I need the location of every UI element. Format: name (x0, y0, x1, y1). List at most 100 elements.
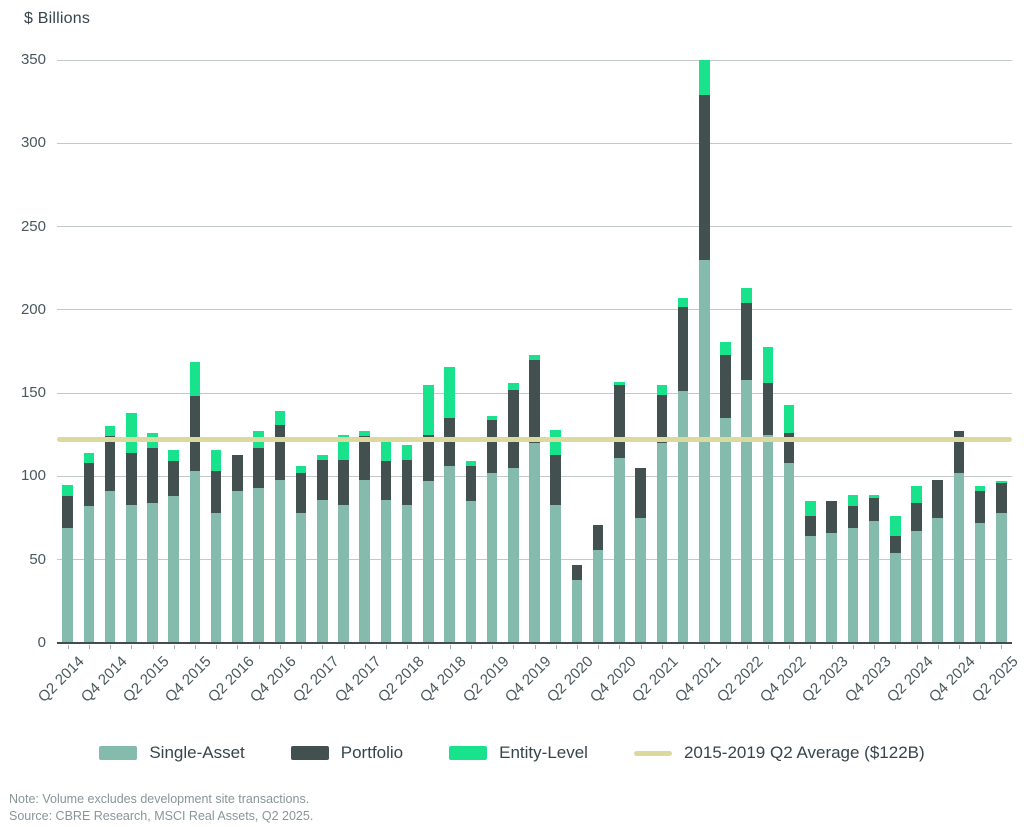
bar-segment-entity-level (614, 381, 625, 385)
x-axis-tick-label: Q2 2018 (374, 653, 428, 706)
x-axis-tick (279, 645, 281, 649)
bar-segment-single-asset (380, 499, 392, 643)
bar-segment-single-asset (529, 443, 540, 643)
bar-segment-single-asset (253, 488, 264, 643)
x-axis-tick-label: Q4 2019 (501, 653, 555, 706)
bar-segment-single-asset (720, 418, 731, 643)
x-axis-tick (194, 645, 196, 649)
chart-title: $ Billions (24, 10, 91, 27)
bar-segment-portfolio (932, 479, 943, 519)
x-axis-tick (67, 645, 69, 649)
bar-segment-single-asset (783, 463, 795, 643)
bar-segment-portfolio (635, 468, 646, 519)
y-axis-tick-label: 100 (20, 467, 46, 485)
x-axis-tick (852, 645, 854, 649)
x-axis-tick (789, 645, 791, 649)
bar-segment-portfolio (62, 496, 73, 529)
bar-segment-portfolio (826, 501, 837, 534)
bar-segment-single-asset (465, 501, 477, 643)
legend: Single-Asset Portfolio Entity-Level 2015-20… (0, 743, 1024, 763)
bar-segment-single-asset (508, 468, 519, 643)
bar-segment-entity-level (529, 354, 540, 360)
gridline (57, 309, 1012, 311)
legend-item-entity-level: Entity-Level (449, 743, 588, 763)
bar-segment-entity-level (550, 429, 561, 455)
bar-segment-single-asset (932, 518, 943, 643)
x-axis-tick-label: Q2 2023 (798, 653, 852, 706)
bar-segment-single-asset (677, 391, 689, 643)
gridline (57, 226, 1012, 228)
bar-segment-portfolio (104, 436, 116, 492)
bar-segment-entity-level (699, 60, 710, 95)
x-axis-tick-label: Q2 2021 (629, 653, 682, 706)
bar-segment-portfolio (295, 473, 307, 514)
bar-segment-single-asset (868, 521, 880, 643)
bar-segment-entity-level (805, 501, 816, 517)
bar-segment-portfolio (847, 506, 859, 529)
bar-segment-entity-level (465, 461, 477, 467)
bar-segment-single-asset (741, 379, 752, 643)
bar-segment-entity-level (762, 346, 774, 384)
bar-segment-entity-level (295, 466, 307, 474)
x-axis-tick-label: Q4 2018 (416, 653, 470, 706)
bar-segment-entity-level (974, 486, 986, 492)
bar-segment-entity-level (677, 298, 689, 307)
x-axis-tick-label: Q4 2015 (162, 653, 215, 706)
bar-segment-portfolio (189, 396, 201, 472)
bar-segment-single-asset (996, 513, 1007, 643)
x-axis-tick-label: Q4 2017 (332, 653, 385, 706)
x-axis-tick-label: Q2 2017 (289, 653, 343, 706)
x-axis-tick (152, 645, 154, 649)
bar-segment-entity-level (911, 486, 922, 504)
bar-segment-entity-level (317, 454, 328, 460)
bar-segment-portfolio (529, 359, 540, 444)
x-axis-tick-label: Q4 2020 (586, 653, 640, 706)
x-axis-tick (704, 645, 706, 649)
bar-segment-single-asset (401, 504, 413, 643)
bar-segment-single-asset (189, 471, 201, 643)
bar-segment-portfolio (783, 433, 795, 464)
bar-segment-portfolio (126, 453, 137, 505)
bar-segment-single-asset (444, 466, 455, 643)
bar-segment-portfolio (232, 454, 243, 492)
bar-segment-single-asset (210, 513, 222, 643)
bar-segment-single-asset (423, 481, 434, 643)
x-axis-tick (173, 645, 175, 649)
y-axis-tick-label: 350 (20, 51, 46, 68)
x-axis-tick-label: Q4 2022 (756, 653, 810, 706)
bar-segment-portfolio (805, 516, 816, 537)
portfolio-swatch-icon (290, 746, 329, 760)
bar-segment-entity-level (996, 481, 1007, 484)
bar-segment-portfolio (996, 483, 1007, 514)
bar-segment-portfolio (380, 461, 392, 500)
bar-segment-single-asset (656, 443, 668, 643)
bar-segment-single-asset (762, 434, 774, 643)
x-axis-tick (937, 645, 939, 649)
bar-segment-single-asset (635, 518, 646, 643)
chart-footnotes: Note: Volume excludes development site t… (9, 791, 313, 825)
bar-segment-single-asset (83, 506, 95, 643)
bar-segment-single-asset (359, 479, 370, 643)
bar-segment-entity-level (274, 411, 286, 425)
x-axis-tick-label: Q2 2020 (544, 653, 597, 706)
x-axis-tick (237, 645, 239, 649)
x-axis-tick (301, 645, 303, 649)
bar-segment-entity-level (423, 384, 434, 435)
bar-segment-portfolio (868, 498, 880, 522)
entity-level-swatch-icon (449, 746, 488, 760)
bar-segment-portfolio (338, 459, 349, 505)
x-axis-tick-label: Q4 2016 (247, 653, 300, 706)
bar-segment-single-asset (550, 504, 561, 643)
bar-segment-portfolio (741, 303, 752, 380)
bar-segment-portfolio (147, 448, 158, 504)
bar-segment-portfolio (83, 463, 95, 507)
x-axis-tick (980, 645, 982, 649)
bar-segment-portfolio (550, 454, 561, 505)
bar-segment-entity-level (401, 444, 413, 460)
legend-label-entity-level: Entity-Level (499, 743, 588, 762)
bar-segment-portfolio (720, 354, 731, 419)
bar-segment-single-asset (168, 496, 179, 643)
bar-segment-portfolio (911, 503, 922, 532)
bar-segment-single-asset (338, 504, 349, 643)
x-axis-tick (916, 645, 918, 649)
